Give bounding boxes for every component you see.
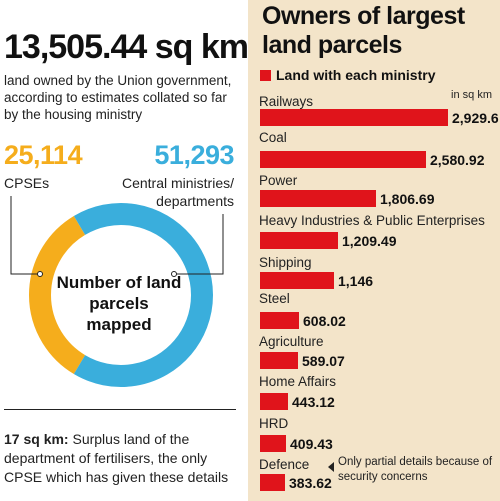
unit-label: in sq km <box>451 89 492 101</box>
bar <box>260 352 298 369</box>
bar-value-label: 409.43 <box>290 436 333 452</box>
annotation-arrow-icon <box>328 462 334 472</box>
donut-chart <box>10 196 224 387</box>
headline: 13,505.44 sq km <box>4 28 249 66</box>
bar-value-label: 589.07 <box>302 353 345 369</box>
divider <box>4 409 236 410</box>
bar-value-label: 1,146 <box>338 273 374 289</box>
bar-value-label: 1,209.49 <box>342 233 397 249</box>
note-bold: 17 sq km: <box>4 431 69 447</box>
chart-title: Owners of largest land parcels <box>262 2 465 59</box>
bar-category-label: Steel <box>259 291 290 306</box>
bar-category-label: Shipping <box>259 255 312 270</box>
bar-category-label: Power <box>259 173 298 188</box>
left-panel: 13,505.44 sq km land owned by the Union … <box>0 0 249 501</box>
bar <box>260 435 286 452</box>
leader-line-central <box>174 214 224 275</box>
bar-category-label: Heavy Industries & Public Enterprises <box>259 213 485 228</box>
bar <box>260 272 334 289</box>
bar <box>260 312 299 329</box>
bar <box>260 474 285 491</box>
bar-category-label: Agriculture <box>259 334 324 349</box>
central-label: Central ministries/departments <box>121 175 234 209</box>
bar-category-label: Coal <box>259 130 287 145</box>
right-panel: Owners of largest land parcels Land with … <box>248 0 500 501</box>
legend-label: Land with each ministry <box>276 67 436 83</box>
bar <box>260 190 376 207</box>
donut-center-text: Number of land parcels mapped <box>56 273 182 334</box>
bar-category-label: HRD <box>259 416 289 431</box>
bar-category-label: Home Affairs <box>259 374 337 389</box>
bar <box>260 109 448 126</box>
fertiliser-note: 17 sq km: Surplus land of the department… <box>4 430 236 487</box>
bar-value-label: 2,929.6 <box>452 110 499 126</box>
donut-slice-cpse <box>29 216 86 374</box>
cpse-label: CPSEs <box>4 175 50 191</box>
central-count: 51,293 <box>154 140 234 170</box>
bar-category-label: Defence <box>259 457 310 472</box>
bar-value-label: 443.12 <box>292 394 335 410</box>
legend-swatch <box>260 70 271 81</box>
bar <box>260 393 288 410</box>
leader-line-cpse <box>10 196 40 275</box>
donut-slice-central <box>73 203 213 387</box>
bar-category-label: Railways <box>259 94 314 109</box>
headline-subtext: land owned by the Union government, acco… <box>4 73 232 122</box>
bar-value-label: 2,580.92 <box>430 152 485 168</box>
bar-value-label: 383.62 <box>289 475 332 491</box>
cpse-count: 25,114 <box>4 140 83 170</box>
bar-value-label: 608.02 <box>303 313 346 329</box>
note-text: Surplus land of the department of fertil… <box>4 431 229 485</box>
leader-dot-cpse <box>37 271 43 277</box>
legend: Land with each ministry <box>260 67 435 83</box>
defence-annotation: Only partial details because of security… <box>338 456 493 483</box>
leader-dot-central <box>171 271 177 277</box>
bar-value-label: 1,806.69 <box>380 191 435 207</box>
bar <box>260 151 426 168</box>
bar <box>260 232 338 249</box>
